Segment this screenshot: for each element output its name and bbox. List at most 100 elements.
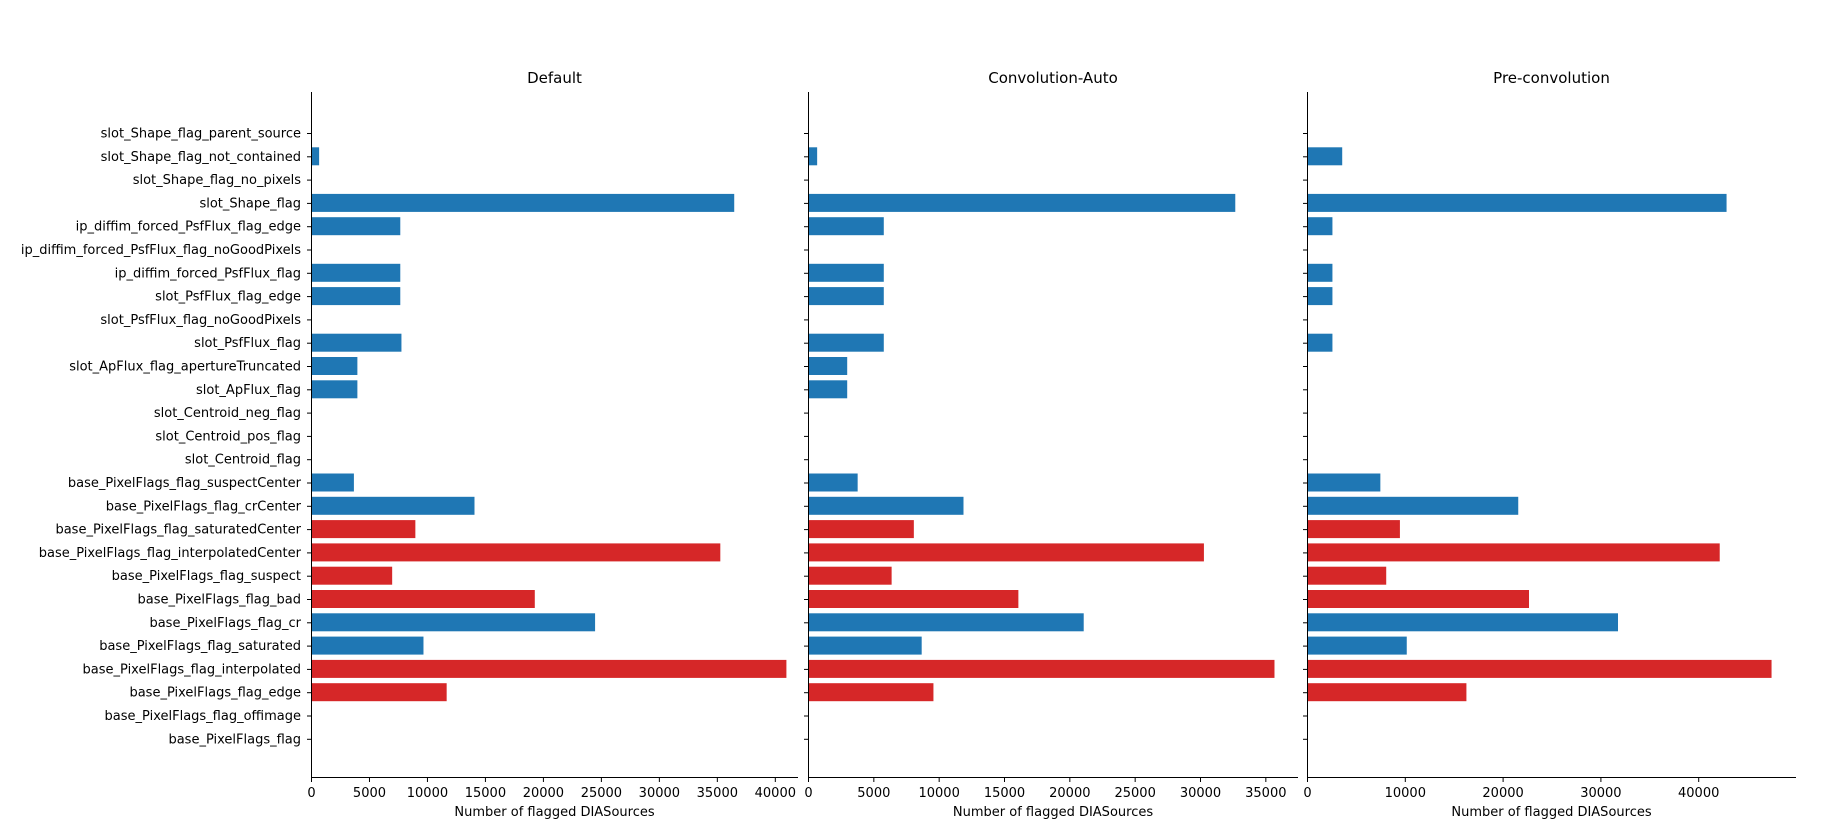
category-label: slot_Centroid_flag: [185, 453, 301, 468]
category-label: base_PixelFlags_flag_bad: [137, 593, 301, 608]
category-label: base_PixelFlags_flag_edge: [129, 686, 301, 701]
chart-panels: Default 0 5000 10000 15000 20000 25000 30000 350…: [307, 69, 1796, 820]
bar: [808, 287, 884, 306]
x-tick-label: 35000: [697, 786, 738, 801]
category-label: slot_PsfFlux_flag_noGoodPixels: [100, 313, 301, 328]
category-label: slot_Centroid_pos_flag: [155, 429, 301, 444]
category-label: base_PixelFlags_flag_interpolated: [83, 662, 301, 677]
bar: [1307, 683, 1467, 702]
x-tick-label: 5000: [857, 786, 890, 801]
category-label: base_PixelFlags_flag: [168, 732, 301, 747]
x-tick-label: 15000: [465, 786, 506, 801]
bar: [1307, 566, 1387, 585]
bar: [311, 147, 320, 166]
bar: [1307, 613, 1619, 632]
category-label: base_PixelFlags_flag_saturated: [99, 639, 301, 654]
bar: [1307, 333, 1333, 352]
bar: [808, 590, 1019, 608]
panel-1: Default 0 5000 10000 15000 20000 25000 30000 350…: [307, 69, 798, 820]
x-tick-label: 0: [1303, 786, 1311, 801]
category-label: ip_diffim_forced_PsfFlux_flag_edge: [76, 220, 301, 235]
bar: [311, 287, 401, 306]
x-axis-label: Number of flagged DIASources: [953, 805, 1153, 820]
category-label: slot_ApFlux_flag_apertureTruncated: [69, 360, 301, 375]
bar: [311, 543, 721, 562]
bar: [808, 263, 884, 282]
bar: [311, 590, 535, 608]
category-labels: slot_Shape_flag_parent_source slot_Shape_…: [21, 127, 302, 748]
bar: [808, 683, 934, 702]
x-tick-label: 30000: [639, 786, 680, 801]
bar: [808, 659, 1275, 678]
bar: [1307, 217, 1333, 236]
x-tick-label: 20000: [1482, 786, 1523, 801]
bar: [1307, 543, 1720, 562]
category-label: slot_Shape_flag_no_pixels: [133, 173, 302, 188]
bar: [808, 217, 884, 236]
x-tick-label: 25000: [1114, 786, 1155, 801]
x-tick-label: 20000: [523, 786, 564, 801]
x-tick-label: 20000: [1049, 786, 1090, 801]
bar: [311, 333, 402, 352]
x-tick-label: 25000: [581, 786, 622, 801]
bar: [1307, 473, 1381, 492]
bar: [808, 566, 892, 585]
bar: [808, 543, 1204, 562]
bar: [311, 496, 475, 515]
bar: [311, 193, 735, 212]
category-label: base_PixelFlags_flag_crCenter: [106, 499, 302, 514]
category-label: base_PixelFlags_flag_cr: [149, 616, 301, 631]
bar: [808, 636, 922, 655]
category-label: base_PixelFlags_flag_suspectCenter: [68, 476, 302, 491]
bar: [311, 683, 447, 702]
bar: [808, 333, 884, 352]
category-label: slot_Shape_flag_parent_source: [101, 127, 301, 142]
x-tick-label: 0: [804, 786, 812, 801]
bar: [1307, 287, 1333, 306]
category-label: base_PixelFlags_flag_offimage: [105, 709, 301, 724]
x-tick-label: 40000: [755, 786, 796, 801]
panel-title: Convolution-Auto: [988, 69, 1118, 87]
x-tick-label: 10000: [407, 786, 448, 801]
bar: [1307, 659, 1772, 678]
bar: [1307, 520, 1400, 539]
bar: [311, 613, 596, 632]
panel-3: Pre-convolution 0 10000 20000 30000 40000 Numb…: [1303, 69, 1796, 820]
category-label: ip_diffim_forced_PsfFlux_flag: [115, 266, 301, 281]
bar: [808, 357, 848, 375]
x-tick-label: 5000: [353, 786, 386, 801]
category-label: ip_diffim_forced_PsfFlux_flag_noGoodPixe…: [21, 243, 301, 258]
panel-title: Pre-convolution: [1493, 69, 1610, 87]
bar: [311, 357, 358, 375]
x-tick-label: 10000: [918, 786, 959, 801]
x-tick-label: 10000: [1385, 786, 1426, 801]
bar: [1307, 636, 1407, 655]
bar: [808, 193, 1236, 212]
bar: [1307, 193, 1727, 212]
x-tick-label: 0: [307, 786, 315, 801]
x-tick-label: 35000: [1245, 786, 1286, 801]
x-axis-label: Number of flagged DIASources: [454, 805, 654, 820]
panel-title: Default: [527, 69, 582, 87]
category-label: slot_PsfFlux_flag_edge: [155, 290, 301, 305]
bar: [808, 473, 858, 492]
bar: [311, 263, 401, 282]
category-label: base_PixelFlags_flag_saturatedCenter: [55, 523, 301, 538]
bar: [311, 217, 401, 236]
bar: [1307, 496, 1519, 515]
bar: [808, 520, 914, 539]
bar: [311, 659, 787, 678]
bar: [808, 380, 848, 399]
bar: [311, 566, 393, 585]
category-label: base_PixelFlags_flag_suspect: [112, 569, 301, 584]
bar: [311, 380, 358, 399]
category-label: slot_Shape_flag: [199, 196, 301, 211]
bar: [311, 636, 424, 655]
bar: [311, 473, 354, 492]
x-tick-label: 40000: [1678, 786, 1719, 801]
x-tick-label: 30000: [1580, 786, 1621, 801]
panel-2: Convolution-Auto 0 5000 10000 15000 20000 2500…: [804, 69, 1298, 820]
category-label: slot_PsfFlux_flag: [194, 336, 301, 351]
category-label: slot_Shape_flag_not_contained: [101, 150, 301, 165]
